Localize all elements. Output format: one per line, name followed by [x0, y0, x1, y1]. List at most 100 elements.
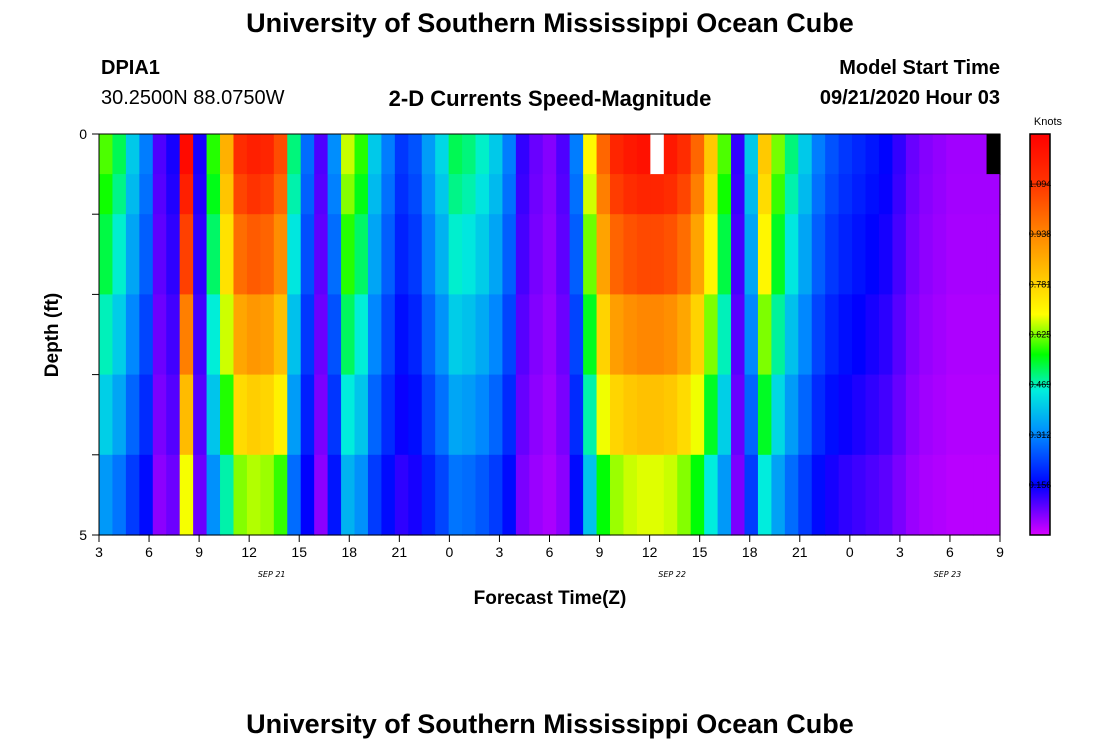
heatmap-cell — [811, 454, 826, 536]
heatmap-cell — [139, 174, 154, 215]
heatmap-cell — [986, 294, 1001, 376]
heatmap-cell — [677, 214, 692, 295]
heatmap-cell — [515, 214, 530, 295]
heatmap-cell — [919, 214, 934, 295]
heatmap-cell — [784, 454, 799, 536]
heatmap-cell — [327, 174, 342, 215]
heatmap-cell — [314, 294, 329, 376]
heatmap-cell — [394, 214, 409, 295]
heatmap-cell — [905, 454, 920, 536]
heatmap-cell — [690, 134, 705, 175]
x-day-label: SEP 21 — [258, 570, 286, 579]
heatmap-cell — [314, 174, 329, 215]
x-tick-label: 18 — [341, 544, 357, 560]
x-tick-label: 9 — [996, 544, 1004, 560]
heatmap-cell — [852, 374, 867, 456]
heatmap-cell — [878, 134, 894, 175]
heatmap-cell — [623, 134, 638, 175]
heatmap-cell — [852, 134, 867, 175]
heatmap-cell — [206, 174, 221, 215]
heatmap-cell — [327, 374, 342, 456]
heatmap-cell — [421, 214, 436, 295]
heatmap-cell — [139, 454, 154, 536]
heatmap-cell — [448, 214, 463, 295]
heatmap-cell — [166, 174, 181, 215]
heatmap-cell — [462, 454, 477, 536]
heatmap-cell — [220, 174, 235, 215]
heatmap-cell — [475, 174, 490, 215]
heatmap-cell — [354, 454, 369, 536]
heatmap-cell — [488, 454, 504, 536]
heatmap-cell — [892, 374, 907, 456]
model-start-time: 09/21/2020 Hour 03 — [819, 87, 1000, 109]
heatmap-cell — [892, 454, 907, 536]
x-tick-label: 0 — [846, 544, 854, 560]
heatmap-cell — [166, 374, 181, 456]
heatmap-cell — [125, 294, 140, 376]
heatmap-cell — [300, 134, 315, 175]
heatmap-cell — [959, 374, 974, 456]
heatmap-cell — [690, 174, 705, 215]
heatmap-cell — [623, 294, 638, 376]
heatmap-cell — [569, 374, 584, 456]
heatmap-cell — [583, 174, 598, 215]
heatmap-cell — [152, 214, 167, 295]
heatmap-cell — [273, 174, 288, 215]
heatmap-cell — [246, 294, 261, 376]
heatmap-cell — [583, 294, 598, 376]
heatmap-cell — [771, 454, 786, 536]
colorbar-tick-label: 0.312 — [1029, 430, 1052, 440]
heatmap-cell — [99, 174, 114, 215]
heatmap-cell — [125, 374, 140, 456]
heatmap-cell — [542, 174, 557, 215]
heatmap-cell — [273, 214, 288, 295]
heatmap-cell — [354, 174, 369, 215]
heatmap-cell — [663, 134, 678, 175]
heatmap-cell — [798, 174, 813, 215]
heatmap-cell — [287, 454, 302, 536]
heatmap-cell — [973, 294, 988, 376]
heatmap-cell — [892, 214, 907, 295]
heatmap-cell — [206, 454, 221, 536]
heatmap-cell — [488, 214, 504, 295]
heatmap-cell — [273, 134, 288, 175]
heatmap-cell — [704, 134, 719, 175]
heatmap-cell — [569, 454, 584, 536]
heatmap-cell — [932, 174, 947, 215]
heatmap-cell — [583, 374, 598, 456]
heatmap-cell — [300, 374, 315, 456]
heatmap-cell — [179, 294, 194, 376]
x-day-label: SEP 23 — [934, 570, 962, 579]
heatmap-cell — [973, 134, 988, 175]
heatmap-cell — [314, 454, 329, 536]
heatmap-cell — [515, 374, 530, 456]
heatmap-cell — [771, 214, 786, 295]
heatmap-cell — [744, 374, 759, 456]
heatmap-cell — [757, 174, 772, 215]
heatmap-cell — [542, 214, 557, 295]
heatmap-cell — [327, 294, 342, 376]
heatmap-cell — [125, 454, 140, 536]
heatmap-cell — [878, 374, 894, 456]
heatmap-cell — [515, 134, 530, 175]
y-tick-label: 5 — [79, 527, 87, 543]
heatmap-cell — [300, 454, 315, 536]
heatmap-cell — [475, 134, 490, 175]
heatmap-cell — [448, 374, 463, 456]
heatmap-cell — [852, 294, 867, 376]
heatmap-cell — [435, 294, 450, 376]
heatmap-cell — [99, 214, 114, 295]
heatmap-cell — [448, 174, 463, 215]
heatmap-cell — [193, 174, 208, 215]
heatmap-cell — [233, 294, 248, 376]
heatmap-cell — [354, 134, 369, 175]
heatmap-cell — [865, 134, 880, 175]
heatmap-cell — [179, 374, 194, 456]
heatmap-cell — [246, 374, 261, 456]
heatmap-cell — [811, 374, 826, 456]
station-id: DPIA1 — [101, 57, 160, 79]
heatmap-cell — [408, 454, 423, 536]
heatmap-cell — [139, 134, 154, 175]
heatmap-cell — [448, 134, 463, 175]
heatmap-cell — [650, 134, 665, 175]
